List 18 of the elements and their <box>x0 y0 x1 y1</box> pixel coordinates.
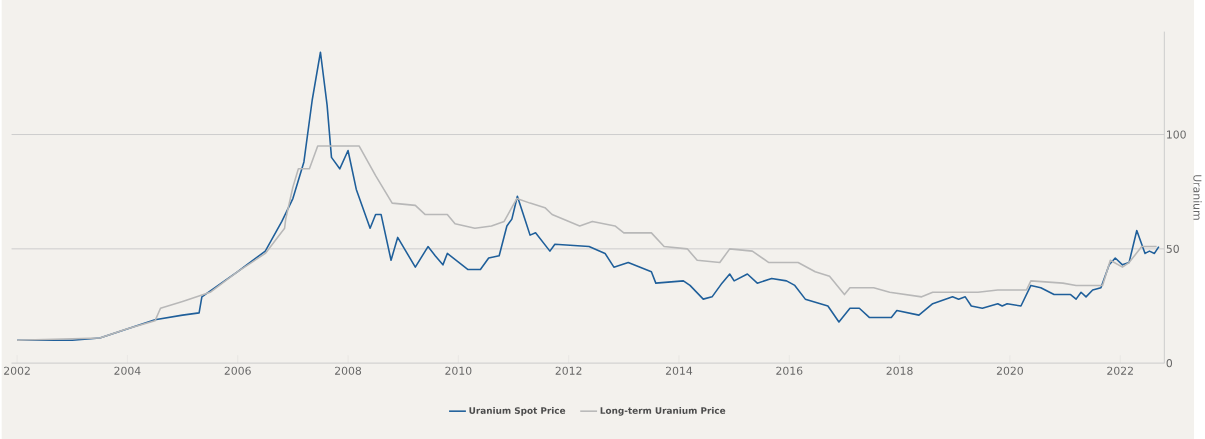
x-tick-label: 2008 <box>335 366 362 375</box>
x-tick-label: 2004 <box>114 366 141 375</box>
x-tick-label: 2014 <box>665 366 693 375</box>
x-tick-label: 2012 <box>555 366 582 375</box>
y-tick-label: 50 <box>1166 244 1179 253</box>
x-tick-label: 2006 <box>224 366 251 375</box>
x-tick-label: 2022 <box>1107 366 1133 375</box>
x-tick-label: 2016 <box>776 366 803 375</box>
line-series <box>16 145 1158 341</box>
x-tick-label: 2018 <box>886 366 913 375</box>
y-tick-label: 0 <box>1166 358 1173 368</box>
y-axis-title: Uranium <box>1193 174 1202 220</box>
x-tick-label: 2020 <box>996 366 1023 375</box>
y-tick-label: 100 <box>1167 130 1186 139</box>
legend-label: Uranium Spot Price <box>469 406 566 416</box>
legend-label: Long-term Uranium Price <box>600 406 726 416</box>
x-tick-label: 2002 <box>4 366 30 375</box>
x-tick-label: 2010 <box>445 366 472 375</box>
